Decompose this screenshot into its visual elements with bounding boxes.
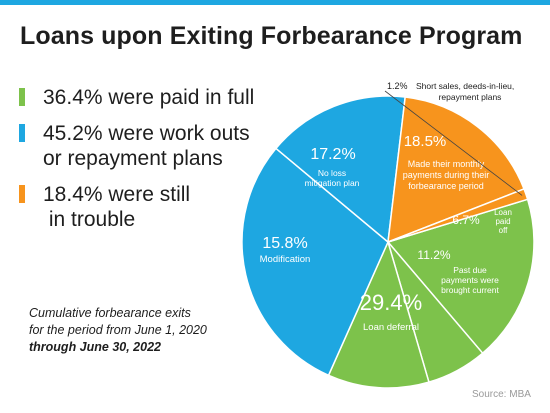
pie-slice-percent-label: 6.7% [452, 213, 480, 227]
legend-text: or repayment plans [43, 147, 223, 170]
pie-slice-description: payments during their [403, 170, 490, 180]
pie-slice-description: forbearance period [408, 181, 484, 191]
pie-slice-description: Loan deferral [363, 322, 419, 333]
pie-slice-description: repayment plans [439, 92, 502, 102]
legend-swatch-blue [19, 124, 25, 142]
period-note: Cumulative forbearance exits for the per… [29, 305, 269, 356]
pie-slice-description: Loan [494, 208, 512, 217]
note-line: for the period from June 1, 2020 [29, 323, 207, 337]
pie-slice-percent-label: 11.2% [417, 248, 450, 262]
pie-leader-line [384, 90, 523, 196]
top-accent-bar [0, 0, 550, 5]
pie-slice [241, 147, 389, 377]
pie-slice [327, 239, 430, 389]
pie-slice-percent-label: 15.8% [262, 235, 307, 252]
note-line: through June 30, 2022 [29, 340, 161, 354]
legend-text: in trouble [43, 208, 136, 231]
legend-swatch-green [19, 88, 25, 106]
pie-slice-percent-label: 17.2% [310, 146, 355, 163]
pie-slice-description: Past due [453, 265, 487, 275]
legend-item-work-outs: 45.2% were work outs or repayment plans [19, 121, 264, 171]
pie-slice-description: payments were [441, 275, 499, 285]
pie-slice-description: Modification [260, 254, 311, 265]
pie-slice [387, 187, 529, 243]
pie-slice-description: No loss [318, 168, 346, 178]
source-credit: Source: MBA [472, 389, 531, 400]
pie-slice-percent-label: 18.5% [404, 133, 447, 150]
pie-slice-description: Short sales, deeds-in-lieu, [416, 81, 514, 91]
legend-text: 45.2% were work outs [43, 122, 250, 145]
legend-swatch-orange [19, 185, 25, 203]
legend-text: 18.4% were still [43, 183, 191, 206]
pie-slice-description: mitigation plan [305, 178, 360, 188]
pie-slice [387, 96, 525, 244]
pie-slice-description: off [499, 226, 509, 235]
legend-item-paid-in-full: 36.4% were paid in full [19, 85, 264, 110]
pie-slice-description: Made their monthly [408, 159, 485, 169]
page-title: Loans upon Exiting Forbearance Program [20, 22, 523, 50]
legend-item-still-in-trouble: 18.4% were still in trouble [19, 182, 264, 232]
pie-slice [386, 198, 535, 355]
pie-slice-description: paid [495, 217, 510, 226]
legend-text: 36.4% were paid in full [43, 86, 255, 109]
pie-slice-description: brought current [441, 285, 499, 295]
note-line: Cumulative forbearance exits [29, 306, 191, 320]
legend: 36.4% were paid in full 45.2% were work … [19, 85, 264, 243]
pie-slice [274, 95, 407, 244]
pie-slice-percent-label: 29.4% [360, 290, 422, 315]
pie-slice-percent-label: 1.2% [387, 81, 408, 91]
